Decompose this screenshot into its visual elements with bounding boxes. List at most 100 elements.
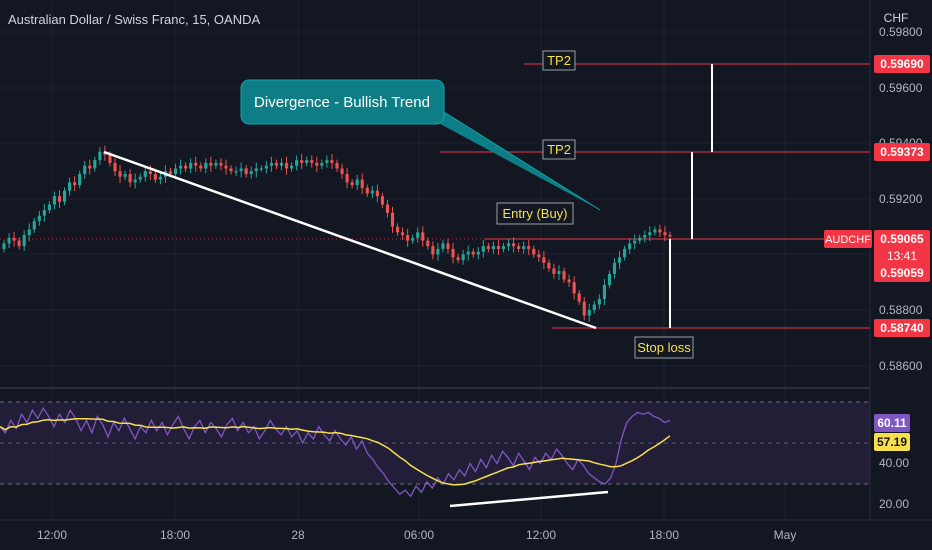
candle (557, 271, 561, 274)
tp-upper-price-tag (874, 55, 930, 73)
candle (158, 176, 162, 180)
candle (219, 162, 223, 166)
candle (612, 262, 617, 274)
time-tick: 18:00 (649, 528, 679, 542)
candle (284, 162, 289, 169)
candle (456, 257, 460, 261)
candle (628, 243, 632, 249)
candle (88, 165, 92, 169)
divergence-callout[interactable]: Divergence - Bullish Trend (240, 79, 601, 211)
rsi-tick: 40.00 (879, 456, 909, 470)
candle (2, 243, 6, 249)
candle (128, 174, 132, 183)
tp-lower-price-tag (874, 143, 930, 161)
price-tick: 0.58600 (879, 359, 923, 373)
candle (138, 176, 142, 180)
candle (78, 174, 82, 186)
candle (229, 168, 233, 172)
candle (224, 165, 228, 169)
candle (73, 182, 77, 186)
candle (577, 293, 581, 302)
candle (461, 254, 465, 261)
candle (168, 171, 173, 175)
candle (42, 210, 46, 216)
candle (264, 165, 268, 169)
candle (27, 229, 31, 236)
candle (305, 160, 309, 163)
candle (259, 168, 263, 170)
stop-label[interactable]: Stop loss (637, 340, 691, 355)
candle (537, 254, 541, 258)
candle (638, 237, 642, 241)
candle (93, 160, 97, 169)
candle (633, 240, 637, 244)
candle (315, 162, 319, 166)
time-tick: May (774, 528, 797, 542)
time-tick: 18:00 (160, 528, 190, 542)
candle (123, 174, 127, 177)
candle (37, 215, 41, 222)
price-trendline[interactable] (103, 150, 597, 330)
rsi-tick: 20.00 (879, 497, 909, 511)
candle (254, 168, 258, 172)
stop-loss-price: 0.58740 (880, 321, 924, 335)
candle (441, 243, 445, 249)
candle (446, 243, 450, 249)
candle (527, 246, 531, 249)
candle (194, 162, 198, 166)
candle (244, 168, 248, 175)
stop-label-box (634, 336, 694, 359)
candle-countdown: 13:41 (887, 249, 917, 263)
candle (375, 190, 379, 197)
tp-lower-price: 0.59373 (880, 145, 924, 159)
candle (552, 268, 556, 274)
candle (310, 160, 314, 163)
candle (173, 168, 178, 175)
candle (390, 212, 395, 227)
tp-upper-label[interactable]: TP2 (547, 53, 571, 68)
candle (98, 151, 102, 161)
candle (658, 229, 662, 233)
candle (184, 165, 188, 169)
current-price: 0.59059 (880, 266, 924, 280)
price-tick: 0.58800 (879, 303, 923, 317)
candle (113, 162, 117, 172)
candle (17, 240, 21, 247)
candle (491, 246, 495, 249)
candle (431, 246, 435, 255)
callout-text: Divergence - Bullish Trend (254, 94, 430, 111)
symbol-title[interactable]: Australian Dollar / Swiss Franc, 15, OAN… (8, 12, 260, 27)
candle (471, 251, 475, 255)
tp-lower-label[interactable]: TP2 (547, 142, 571, 157)
candle (623, 248, 627, 258)
candle (466, 251, 470, 255)
entry-label[interactable]: Entry (Buy) (502, 206, 567, 221)
candle (572, 282, 576, 294)
candle (118, 171, 122, 177)
candle (426, 240, 430, 247)
candle (587, 310, 591, 316)
candle (481, 246, 485, 252)
price-tick: 0.59200 (879, 192, 923, 206)
candle (68, 182, 72, 191)
candle (300, 160, 304, 163)
candle (355, 179, 359, 186)
candle (269, 162, 273, 166)
rsi-trendline[interactable] (449, 490, 609, 508)
candle (648, 232, 652, 236)
currency-label: CHF (884, 11, 909, 25)
candle (592, 304, 596, 310)
candle (395, 226, 400, 233)
candle (204, 162, 208, 169)
candle (436, 248, 440, 255)
candle (512, 243, 516, 247)
candle (108, 154, 112, 163)
rsi-ma-line (0, 417, 671, 486)
candle (365, 187, 369, 194)
entry-price-tag (874, 230, 930, 282)
candle (7, 237, 11, 244)
candle (506, 243, 511, 247)
candle (133, 179, 137, 183)
stop-loss-price-tag (874, 319, 930, 337)
